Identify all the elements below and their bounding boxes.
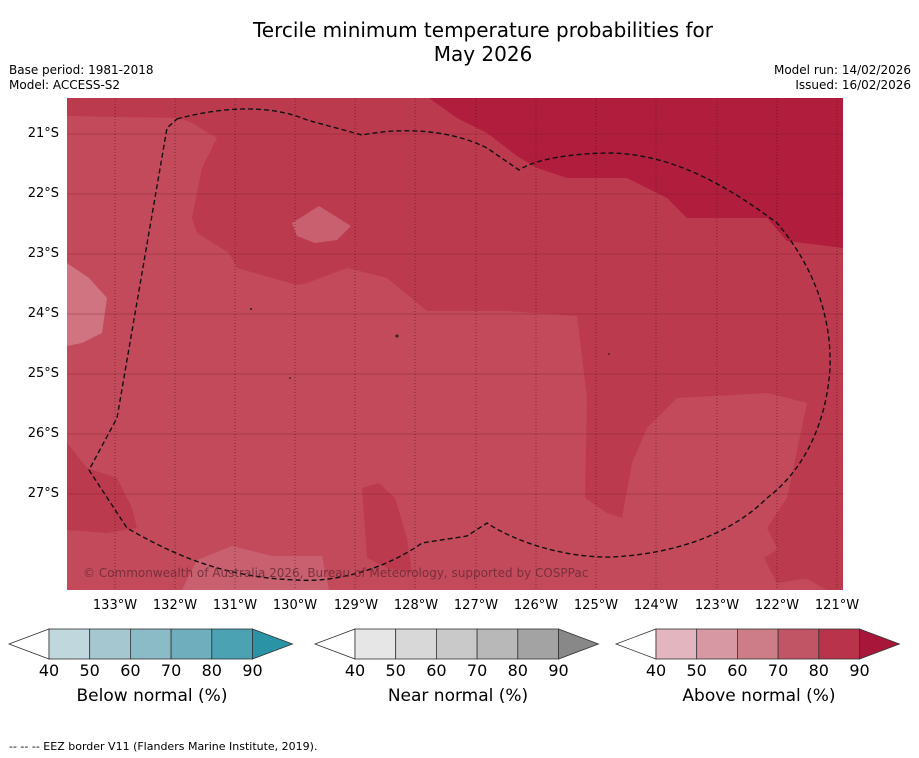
lat-label: 21°S bbox=[27, 126, 59, 141]
colorbar-tick-label: 70 bbox=[466, 661, 488, 680]
colorbar-segment bbox=[435, 628, 478, 660]
footnote: -- -- -- EEZ border V11 (Flanders Marine… bbox=[9, 740, 318, 753]
lon-label: 127°W bbox=[453, 598, 499, 613]
colorbar-segment bbox=[777, 628, 820, 660]
colorbar-arrow-right bbox=[859, 628, 901, 660]
colorbar-tick-label: 40 bbox=[38, 661, 60, 680]
region-60-70-upper bbox=[292, 206, 351, 243]
colorbar-tick-label: 40 bbox=[645, 661, 667, 680]
colorbar-tick-label: 80 bbox=[808, 661, 829, 680]
colorbar-above-normal bbox=[614, 628, 901, 660]
legend-title-below: Below normal (%) bbox=[76, 686, 228, 706]
lon-label: 133°W bbox=[92, 598, 138, 613]
colorbar-segment bbox=[517, 628, 559, 660]
colorbar-tick-label: 60 bbox=[426, 661, 447, 680]
colorbar-segment bbox=[737, 628, 779, 660]
colorbar-segment bbox=[476, 628, 519, 660]
model-name: Model: ACCESS-S2 bbox=[9, 78, 121, 92]
region-70-80-east bbox=[807, 393, 843, 436]
colorbar-tick-label: 50 bbox=[686, 661, 707, 680]
lon-label: 130°W bbox=[272, 598, 318, 613]
colorbar-tick-label: 90 bbox=[242, 661, 263, 680]
lat-label: 25°S bbox=[27, 366, 59, 381]
colorbar-segment bbox=[696, 628, 738, 660]
meta-left: Base period: 1981-2018 Model: ACCESS-S2 bbox=[9, 63, 154, 93]
colorbar-segment bbox=[395, 628, 437, 660]
colorbar-arrow-right bbox=[252, 628, 294, 660]
region-70-80 bbox=[67, 98, 843, 590]
meta-right: Model run: 14/02/2026 Issued: 16/02/2026 bbox=[774, 63, 911, 93]
legend-title-near: Near normal (%) bbox=[387, 686, 529, 706]
colorbar-tick-label: 70 bbox=[767, 661, 789, 680]
lat-label: 24°S bbox=[27, 306, 59, 321]
colorbar-tick-label: 80 bbox=[507, 661, 528, 680]
lon-label: 124°W bbox=[633, 598, 679, 613]
colorbar-tick-label: 50 bbox=[79, 661, 100, 680]
lon-label: 126°W bbox=[513, 598, 559, 613]
colorbar-segment bbox=[354, 628, 397, 660]
colorbar-near-normal bbox=[313, 628, 600, 660]
lon-gridlines bbox=[114, 98, 838, 590]
island bbox=[395, 334, 399, 338]
colorbar-tick-label: 50 bbox=[385, 661, 406, 680]
colorbar-tick-label: 90 bbox=[849, 661, 870, 680]
colorbar-tick-label: 60 bbox=[120, 661, 141, 680]
colorbar-below-normal bbox=[7, 628, 294, 660]
colorbar-tick-label: 90 bbox=[548, 661, 569, 680]
colorbar-tick-label: 80 bbox=[201, 661, 222, 680]
colorbar-segment bbox=[170, 628, 213, 660]
map-title: Tercile minimum temperature probabilitie… bbox=[0, 18, 919, 66]
lon-label: 125°W bbox=[573, 598, 619, 613]
lat-gridlines bbox=[67, 133, 843, 495]
islands bbox=[250, 308, 610, 379]
lat-label: 27°S bbox=[27, 486, 59, 501]
region-60-70-bottom bbox=[182, 546, 329, 590]
region-80-plus-ne bbox=[429, 98, 843, 248]
island bbox=[608, 353, 610, 355]
colorbar-arrow-left bbox=[313, 628, 356, 660]
colorbar-segment bbox=[89, 628, 131, 660]
colorbar-segment bbox=[818, 628, 860, 660]
model-run: Model run: 14/02/2026 bbox=[773, 63, 911, 77]
lon-label: 128°W bbox=[393, 598, 439, 613]
copyright-notice: © Commonwealth of Australia 2026, Bureau… bbox=[83, 566, 588, 580]
region-60-70-left bbox=[67, 263, 107, 346]
colorbar-arrow-left bbox=[7, 628, 50, 660]
lat-label: 26°S bbox=[27, 426, 59, 441]
legend-title-above: Above normal (%) bbox=[682, 686, 836, 706]
island bbox=[250, 308, 252, 310]
colorbars bbox=[7, 628, 901, 660]
eez-border bbox=[88, 108, 831, 582]
colorbar-arrow-left bbox=[614, 628, 657, 660]
lon-label: 132°W bbox=[152, 598, 198, 613]
island bbox=[289, 377, 291, 379]
colorbar-tick-label: 60 bbox=[727, 661, 748, 680]
colorbar-tick-label: 40 bbox=[344, 661, 366, 680]
region-70-80-se bbox=[764, 513, 843, 583]
lon-label: 123°W bbox=[694, 598, 740, 613]
colorbar-segment bbox=[48, 628, 91, 660]
base-period: Base period: 1981-2018 bbox=[9, 63, 154, 77]
issued-date: Issued: 16/02/2026 bbox=[795, 78, 911, 92]
lon-label: 121°W bbox=[814, 598, 860, 613]
lat-label: 23°S bbox=[27, 246, 59, 261]
lon-label: 129°W bbox=[333, 598, 379, 613]
colorbar-segment bbox=[211, 628, 253, 660]
region-70-80-sw bbox=[67, 443, 137, 533]
probability-map: © Commonwealth of Australia 2026, Bureau… bbox=[67, 98, 843, 590]
title-line-1: Tercile minimum temperature probabilitie… bbox=[252, 18, 714, 42]
lon-label: 131°W bbox=[212, 598, 258, 613]
colorbar-segment bbox=[655, 628, 698, 660]
region-70-80-south bbox=[362, 483, 412, 573]
colorbar-segment bbox=[129, 628, 172, 660]
lat-label: 22°S bbox=[27, 186, 59, 201]
lon-label: 122°W bbox=[754, 598, 800, 613]
title-line-2: May 2026 bbox=[433, 42, 533, 66]
colorbar-arrow-right bbox=[558, 628, 600, 660]
colorbar-tick-label: 70 bbox=[160, 661, 182, 680]
